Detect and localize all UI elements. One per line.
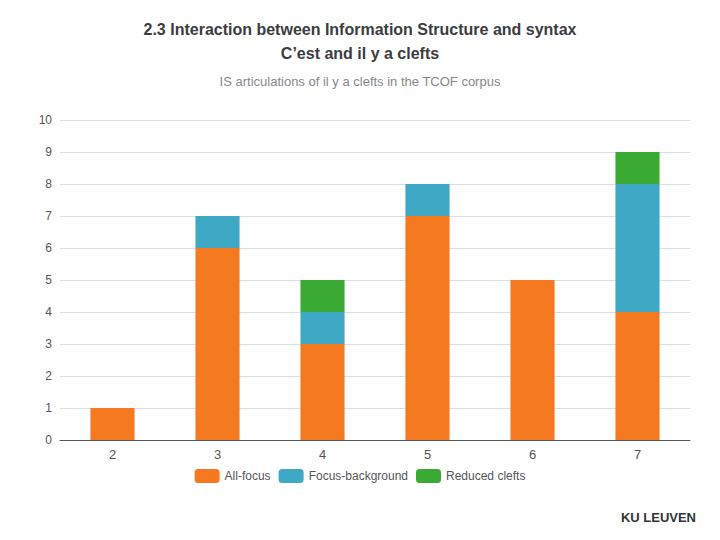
svg-text:0: 0: [45, 433, 52, 447]
svg-text:7: 7: [634, 447, 641, 462]
svg-text:4: 4: [319, 447, 326, 462]
svg-text:C’est and il y a clefts: C’est and il y a clefts: [281, 45, 439, 62]
svg-text:All-focus: All-focus: [225, 469, 271, 483]
svg-text:8: 8: [45, 177, 52, 191]
svg-text:5: 5: [45, 273, 52, 287]
svg-text:9: 9: [45, 145, 52, 159]
svg-text:1: 1: [45, 401, 52, 415]
svg-text:Focus-background: Focus-background: [309, 469, 408, 483]
svg-text:IS articulations of il y a cle: IS articulations of il y a clefts in the…: [220, 74, 501, 89]
svg-text:Reduced clefts: Reduced clefts: [446, 469, 525, 483]
svg-text:2: 2: [109, 447, 116, 462]
svg-text:3: 3: [214, 447, 221, 462]
svg-text:6: 6: [529, 447, 536, 462]
svg-text:KU LEUVEN: KU LEUVEN: [621, 510, 696, 525]
svg-text:3: 3: [45, 337, 52, 351]
svg-text:5: 5: [424, 447, 431, 462]
svg-text:6: 6: [45, 241, 52, 255]
svg-text:2.3 Interaction between Inform: 2.3 Interaction between Information Stru…: [144, 21, 577, 38]
svg-text:2: 2: [45, 369, 52, 383]
svg-text:7: 7: [45, 209, 52, 223]
svg-text:4: 4: [45, 305, 52, 319]
svg-text:10: 10: [39, 113, 53, 127]
